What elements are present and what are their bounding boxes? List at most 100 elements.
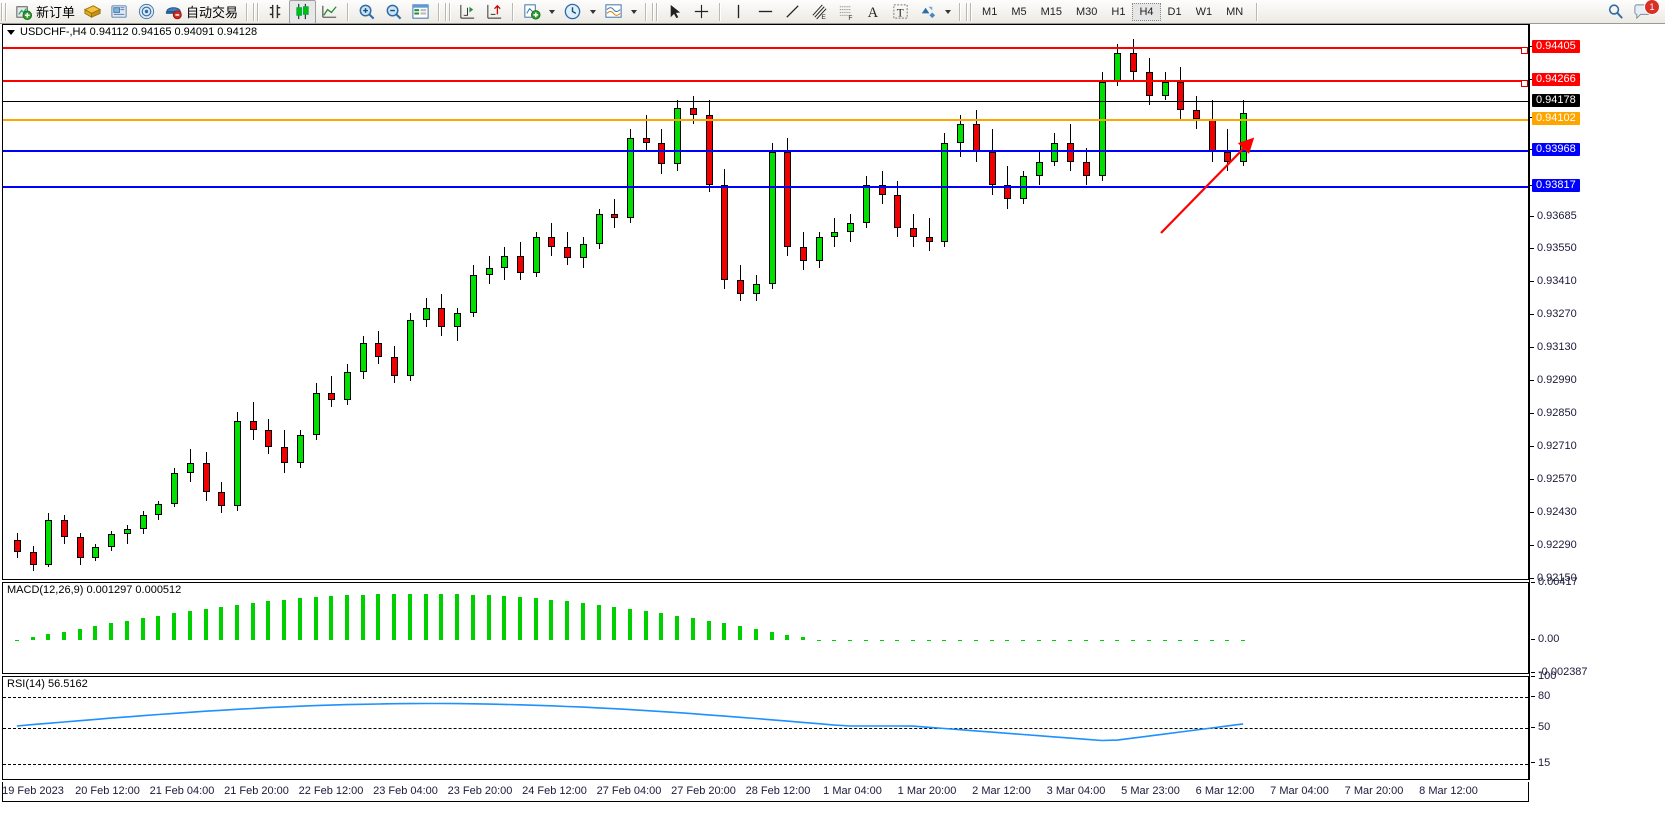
- zoom-out-button[interactable]: [380, 0, 407, 24]
- candle-body: [627, 138, 634, 219]
- time-tick: 20 Feb 12:00: [75, 785, 140, 797]
- candlestick-chart-button[interactable]: [289, 0, 317, 24]
- price-tag-bid[interactable]: 0.94178: [1532, 93, 1580, 107]
- timeframe-m15[interactable]: M15: [1040, 5, 1062, 18]
- candle-body: [894, 194, 901, 228]
- candle-body: [690, 107, 697, 115]
- macd-histogram-bar: [487, 595, 491, 641]
- collapse-triangle-icon[interactable]: [7, 29, 15, 35]
- trendline-tool[interactable]: [779, 0, 806, 24]
- new-order-button[interactable]: 新订单: [10, 0, 79, 24]
- cursor-tool-button[interactable]: [661, 0, 688, 24]
- rsi-plot: [3, 677, 1528, 779]
- price-tick: 0.92150: [1530, 572, 1577, 584]
- autotrading-button[interactable]: 自动交易: [160, 0, 242, 24]
- vertical-line-tool[interactable]: [725, 0, 752, 24]
- timeframe-m1[interactable]: M1: [982, 5, 998, 18]
- bar-chart-button[interactable]: [262, 0, 289, 24]
- wallet-icon: [83, 5, 102, 19]
- notifications-button[interactable]: 1: [1629, 0, 1660, 23]
- macd-histogram-bar: [188, 610, 192, 641]
- data-window-button[interactable]: [407, 0, 434, 24]
- toolbar-grip[interactable]: [1, 2, 8, 21]
- indicators-button[interactable]: [518, 0, 545, 24]
- time-axis[interactable]: 19 Feb 2023 20 Feb 12:00 21 Feb 04:00 21 Fe…: [2, 782, 1529, 802]
- macd-histogram-bar: [1021, 640, 1025, 642]
- timeframe-d1[interactable]: D1: [1167, 5, 1182, 18]
- level-line-support-1[interactable]: [3, 150, 1528, 153]
- chevron-down-icon-4[interactable]: [945, 9, 952, 14]
- equidistant-channel-tool[interactable]: E: [806, 0, 833, 24]
- text-label-tool[interactable]: T: [887, 0, 914, 24]
- timeframe-h1[interactable]: H1: [1111, 5, 1126, 18]
- level-line-current[interactable]: [3, 118, 1528, 121]
- price-axis[interactable]: 0.94405 0.94266 0.94102 0.93968 0.93817 0.936…: [1529, 24, 1665, 780]
- level-line-resistance-1[interactable]: [3, 47, 1528, 55]
- candle-body: [108, 534, 115, 548]
- time-tick: 19 Feb 2023: [2, 785, 64, 797]
- price-tick: 0.92290: [1530, 539, 1577, 551]
- macd-histogram-bar: [801, 637, 805, 641]
- fibonacci-tool[interactable]: F: [833, 0, 860, 24]
- new-order-icon: [16, 6, 33, 21]
- candle-body: [124, 529, 131, 535]
- level-handle[interactable]: [1521, 47, 1528, 55]
- chevron-down-icon-2[interactable]: [590, 9, 597, 14]
- price-pane[interactable]: USDCHF-,H4 0.94112 0.94165 0.94091 0.941…: [2, 24, 1529, 580]
- chart-shift-button[interactable]: [481, 0, 508, 24]
- price-tag-support[interactable]: 0.93817: [1532, 179, 1580, 192]
- search-button[interactable]: [1602, 0, 1629, 24]
- price-tag-resistance[interactable]: 0.94405: [1532, 40, 1580, 54]
- shapes-tool[interactable]: [914, 0, 941, 24]
- macd-histogram-bar: [518, 597, 522, 641]
- auto-scroll-button[interactable]: [454, 0, 481, 24]
- templates-button[interactable]: [600, 0, 627, 24]
- chevron-down-icon-3[interactable]: [631, 9, 638, 14]
- timeframe-m5[interactable]: M5: [1011, 5, 1027, 18]
- signals-button[interactable]: [133, 0, 160, 24]
- text-tool[interactable]: A: [860, 0, 887, 24]
- candle-body: [454, 312, 461, 327]
- price-tag-resistance[interactable]: 0.94266: [1532, 73, 1580, 87]
- candle-body: [265, 430, 272, 447]
- macd-histogram-bar: [848, 640, 852, 642]
- candle-wick: [929, 218, 930, 252]
- timeframe-m30[interactable]: M30: [1076, 5, 1098, 18]
- price-tag-current[interactable]: 0.94102: [1532, 111, 1580, 125]
- toolbar-right-group: 1: [1602, 0, 1665, 24]
- line-chart-button[interactable]: [316, 0, 343, 24]
- candle-wick: [127, 524, 128, 544]
- news-button[interactable]: [106, 0, 133, 24]
- zoom-in-button[interactable]: [353, 0, 380, 24]
- price-tick: 0.92850: [1530, 407, 1577, 419]
- timeframe-w1[interactable]: W1: [1195, 5, 1213, 18]
- candle-body: [926, 237, 933, 242]
- level-handle[interactable]: [1521, 80, 1528, 88]
- macd-histogram-bar: [46, 634, 50, 641]
- wallet-button[interactable]: [79, 0, 106, 24]
- crosshair-tool-button[interactable]: [688, 0, 715, 24]
- rsi-pane[interactable]: RSI(14) 56.5162: [2, 676, 1529, 780]
- price-tick: 0.93130: [1530, 341, 1577, 353]
- macd-pane[interactable]: MACD(12,26,9) 0.001297 0.000512: [2, 582, 1529, 674]
- price-tag-support[interactable]: 0.93968: [1532, 143, 1580, 157]
- toolbar-grip-5[interactable]: [966, 2, 974, 21]
- annotation-arrow-icon[interactable]: [1153, 135, 1263, 240]
- horizontal-line-tool[interactable]: [752, 0, 779, 24]
- candle-body: [831, 232, 838, 238]
- timeframe-h4[interactable]: H4: [1132, 2, 1161, 21]
- periods-button[interactable]: [559, 0, 586, 24]
- macd-histogram-bar: [408, 593, 412, 641]
- macd-histogram-bar: [974, 640, 978, 642]
- candle-body: [61, 520, 68, 537]
- level-line-resistance-2[interactable]: [3, 80, 1528, 88]
- level-line-support-2[interactable]: [3, 186, 1528, 188]
- toolbar-grip-3[interactable]: [445, 2, 453, 21]
- toolbar-grip-4[interactable]: [652, 2, 660, 21]
- macd-histogram-bar: [565, 601, 569, 641]
- macd-histogram-bar: [156, 615, 160, 641]
- chevron-down-icon[interactable]: [549, 9, 556, 14]
- price-tick: 0.93550: [1530, 242, 1577, 254]
- timeframe-mn[interactable]: MN: [1226, 5, 1244, 18]
- toolbar-grip-2[interactable]: [253, 2, 261, 21]
